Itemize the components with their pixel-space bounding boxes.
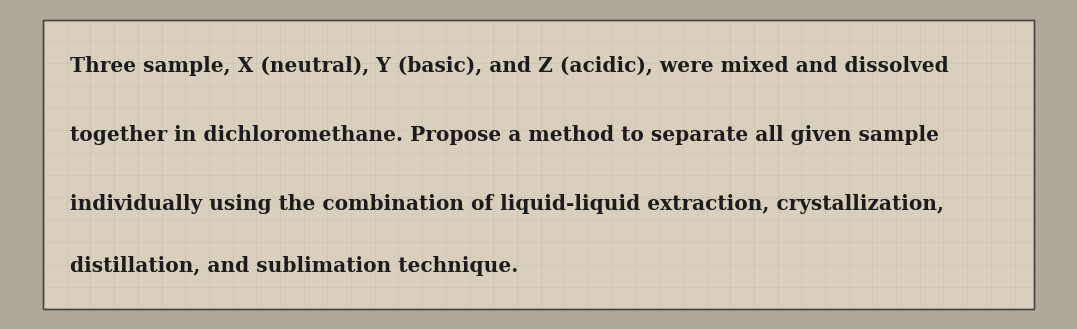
Text: together in dichloromethane. Propose a method to separate all given sample: together in dichloromethane. Propose a m… bbox=[70, 125, 939, 145]
Text: individually using the combination of liquid-liquid extraction, crystallization,: individually using the combination of li… bbox=[70, 194, 945, 214]
Text: Three sample, X (neutral), Y (basic), and Z (acidic), were mixed and dissolved: Three sample, X (neutral), Y (basic), an… bbox=[70, 56, 949, 76]
FancyBboxPatch shape bbox=[43, 20, 1034, 309]
Text: distillation, and sublimation technique.: distillation, and sublimation technique. bbox=[70, 257, 518, 276]
